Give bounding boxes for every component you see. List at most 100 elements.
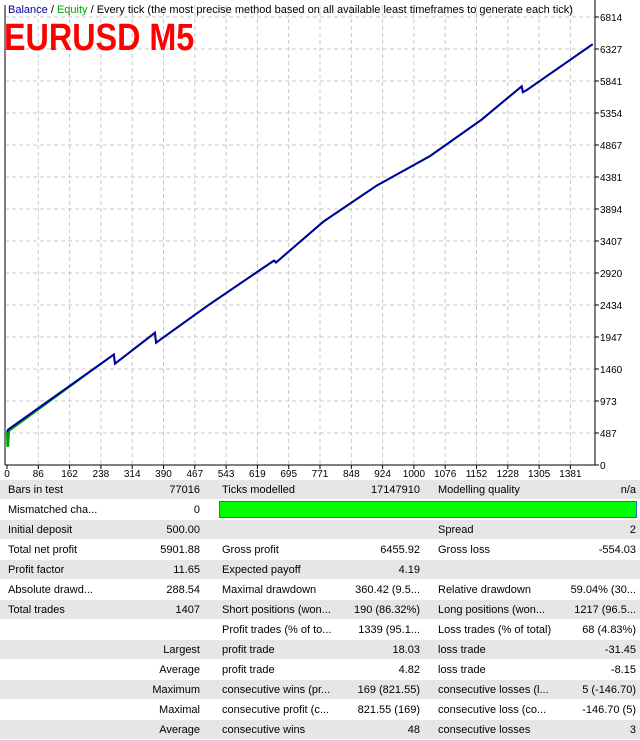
x-tick-label: 314 (124, 469, 141, 480)
table-row: Profit factor 11.65 Expected payoff 4.19 (0, 560, 640, 580)
balance-line (6, 43, 594, 433)
symbol-timeframe-title: EURUSD M5 (4, 17, 195, 59)
label: Gross profit (222, 544, 279, 556)
label: consecutive losses (438, 724, 531, 736)
y-tick-label: 973 (600, 397, 617, 408)
label: Ticks modelled (222, 484, 295, 496)
value: 3 (629, 724, 636, 736)
value: -146.70 (5) (582, 704, 636, 716)
label: Maximal drawdown (222, 584, 317, 596)
label: Loss trades (% of total) (438, 624, 552, 636)
y-tick-label: 5841 (600, 77, 623, 88)
table-row: Largest profit trade 18.03 loss trade -31.… (0, 640, 640, 660)
value: 68 (4.83%) (582, 624, 636, 636)
y-tick-label: 3407 (600, 237, 623, 248)
label: profit trade (222, 664, 275, 676)
y-tick-label: 2434 (600, 301, 623, 312)
label: Average (159, 664, 200, 676)
value: 17147910 (371, 484, 420, 496)
x-tick-label: 238 (93, 469, 110, 480)
label: Mismatched cha... (8, 504, 98, 516)
x-tick-label: 390 (155, 469, 172, 480)
modelling-quality-bar (219, 501, 637, 518)
chart-canvas: 0 487 973 1460 1947 2434 2920 3407 3894 4381 4867 5… (4, 0, 623, 480)
label: loss trade (438, 664, 486, 676)
balance-chart: 0 487 973 1460 1947 2434 2920 3407 3894 4381 4867 5… (4, 0, 623, 480)
y-tick-label: 4381 (600, 173, 623, 184)
equity-line (6, 43, 594, 447)
report-table: Bars in test 77016 Ticks modelled 17147910… (0, 480, 640, 740)
y-tick-label: 1947 (600, 333, 623, 344)
x-tick-label: 619 (249, 469, 266, 480)
x-tick-label: 771 (312, 469, 329, 480)
table-row: Initial deposit 500.00 Spread 2 (0, 520, 640, 540)
value: 4.19 (398, 564, 420, 576)
y-tick-label: 487 (600, 429, 617, 440)
y-tick-label: 6327 (600, 45, 623, 56)
label: Long positions (won... (438, 604, 546, 616)
label: consecutive wins (pr... (222, 684, 331, 696)
value: 5 (-146.70) (582, 684, 636, 696)
legend-equity: Equity (56, 4, 88, 16)
value: 48 (407, 724, 420, 736)
x-tick-label: 1381 (559, 469, 582, 480)
legend-separator: / (87, 4, 97, 16)
label: Maximum (152, 684, 200, 696)
value: n/a (620, 484, 636, 496)
value: 11.65 (173, 564, 200, 576)
label: Total trades (8, 604, 65, 616)
label: loss trade (438, 644, 486, 656)
value: 59.04% (30... (570, 584, 636, 596)
value: 6455.92 (380, 544, 420, 556)
table-row: Average consecutive wins 48 consecutive l… (0, 720, 640, 740)
table-row: Bars in test 77016 Ticks modelled 17147910… (0, 480, 640, 500)
label: Profit trades (% of to... (222, 624, 332, 636)
value: 4.82 (398, 664, 420, 676)
x-tick-label: 1000 (403, 469, 426, 480)
value: 500.00 (166, 524, 200, 536)
label: Maximal (159, 704, 200, 716)
label: Average (159, 724, 200, 736)
y-tick-label: 4867 (600, 141, 623, 152)
label: Initial deposit (8, 524, 73, 536)
legend-separator: / (47, 4, 57, 16)
x-tick-label: 1076 (434, 469, 457, 480)
value: 77016 (169, 484, 200, 496)
value: 18.03 (392, 644, 420, 656)
label: Total net profit (8, 544, 78, 556)
x-tick-label: 543 (218, 469, 235, 480)
table-row: Profit trades (% of to... 1339 (95.1... L… (0, 620, 640, 640)
y-tick-label: 2920 (600, 269, 623, 280)
label: Modelling quality (438, 484, 520, 496)
x-tick-label: 86 (33, 469, 45, 480)
table-row: Absolute drawd... 288.54 Maximal drawdown… (0, 580, 640, 600)
modelling-method: Every tick (the most precise method base… (96, 4, 573, 16)
legend-balance: Balance (8, 4, 48, 16)
x-tick-label: 162 (61, 469, 78, 480)
label: consecutive loss (co... (438, 704, 547, 716)
x-tick-label: 1305 (528, 469, 551, 480)
label: Relative drawdown (438, 584, 531, 596)
y-tick-label: 3894 (600, 205, 623, 216)
label: Absolute drawd... (8, 584, 93, 596)
value: -31.45 (604, 644, 636, 656)
label: Bars in test (8, 484, 64, 496)
value: 1217 (96.5... (574, 604, 636, 616)
x-tick-label: 848 (343, 469, 360, 480)
value: 0 (193, 504, 200, 516)
label: Profit factor (8, 564, 65, 576)
x-tick-label: 0 (4, 469, 10, 480)
label: consecutive profit (c... (222, 704, 329, 716)
table-row: Maximum consecutive wins (pr... 169 (821.… (0, 680, 640, 700)
x-tick-label: 467 (186, 469, 203, 480)
value: 169 (821.55) (357, 684, 420, 696)
y-tick-label: 0 (600, 461, 606, 472)
label: Gross loss (438, 544, 490, 556)
table-row: Total net profit 5901.88 Gross profit 6455… (0, 540, 640, 560)
table-row: Maximal consecutive profit (c... 821.55 (… (0, 700, 640, 720)
value: -8.15 (610, 664, 636, 676)
x-tick-label: 924 (374, 469, 391, 480)
y-tick-label: 1460 (600, 365, 623, 376)
y-tick-label: 5354 (600, 109, 623, 120)
chart-legend: Balance / Equity / Every tick (the most … (8, 4, 573, 17)
